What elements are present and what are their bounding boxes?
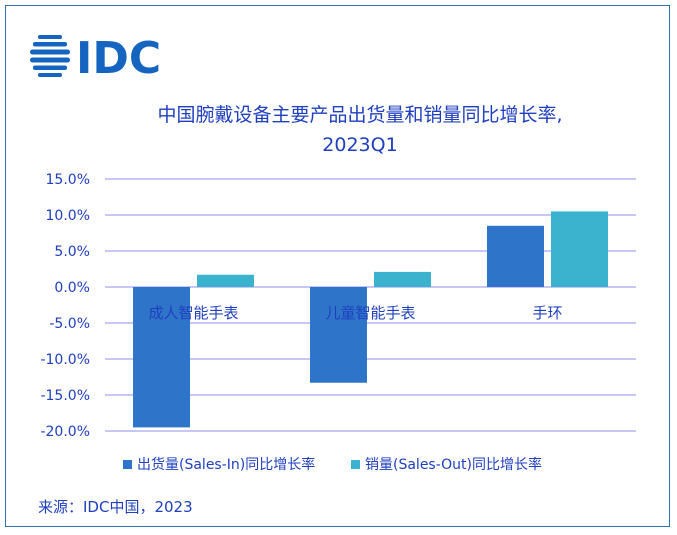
y-tick-label: -15.0% [40,388,90,404]
source-note: 来源：IDC中国，2023 [38,498,193,516]
bar-sales-out [197,274,254,287]
bar-sales-in [133,287,190,428]
idc-logo: IDC [30,33,161,78]
y-tick-label: 0.0% [54,280,90,296]
globe-icon [30,35,70,77]
category-label: 手环 [532,304,562,322]
y-tick-label: -5.0% [49,316,90,332]
bar-sales-out [551,211,608,287]
y-tick-label: 5.0% [54,244,90,260]
chart-title-line1: 中国腕戴设备主要产品出货量和销量同比增长率, [157,104,563,126]
legend-label: 出货量(Sales-In)同比增长率 [137,456,315,473]
category-label: 儿童智能手表 [325,304,415,322]
y-tick-label: 10.0% [46,208,90,224]
bar-sales-out [374,271,431,287]
legend-swatch [123,460,132,469]
logo-text: IDC [76,33,161,78]
y-tick-label: -20.0% [40,424,90,440]
category-label: 成人智能手表 [148,304,238,322]
y-tick-label: -10.0% [40,352,90,368]
bar-sales-in [310,287,367,383]
bar-sales-in [487,225,544,287]
legend-swatch [351,460,360,469]
chart-title-line2: 2023Q1 [322,134,398,156]
legend-label: 销量(Sales-Out)同比增长率 [365,456,542,473]
y-tick-label: 15.0% [46,172,90,188]
